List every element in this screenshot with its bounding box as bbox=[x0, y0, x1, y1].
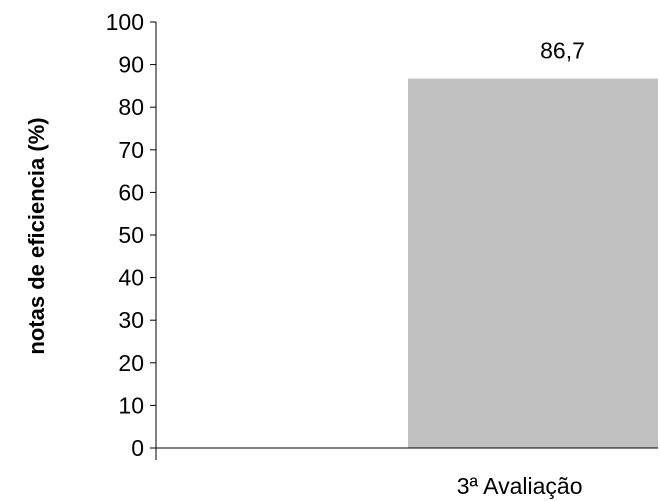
x-tick-label: 3ª Avaliação bbox=[457, 473, 583, 499]
data-label: 86,7 bbox=[540, 38, 585, 64]
y-tick-label: 40 bbox=[118, 265, 144, 291]
y-axis: 0 10 20 30 40 50 60 70 80 90 100 bbox=[106, 9, 157, 461]
y-tick-label: 60 bbox=[118, 179, 144, 205]
x-axis: 3ª Avaliação bbox=[156, 447, 658, 499]
y-tick-label: 0 bbox=[131, 435, 144, 461]
y-tick-label: 30 bbox=[118, 307, 144, 333]
y-tick-label: 50 bbox=[118, 222, 144, 248]
y-tick-label: 70 bbox=[118, 137, 144, 163]
y-tick-label: 20 bbox=[118, 350, 144, 376]
y-tick-label: 10 bbox=[118, 392, 144, 418]
y-tick-label: 80 bbox=[118, 94, 144, 120]
y-tick-label: 100 bbox=[106, 9, 144, 35]
y-tick-label: 90 bbox=[118, 52, 144, 78]
y-axis-label: notas de eficiencia (%) bbox=[24, 117, 49, 354]
bars: 86,7 bbox=[408, 38, 658, 449]
bar bbox=[408, 78, 658, 449]
